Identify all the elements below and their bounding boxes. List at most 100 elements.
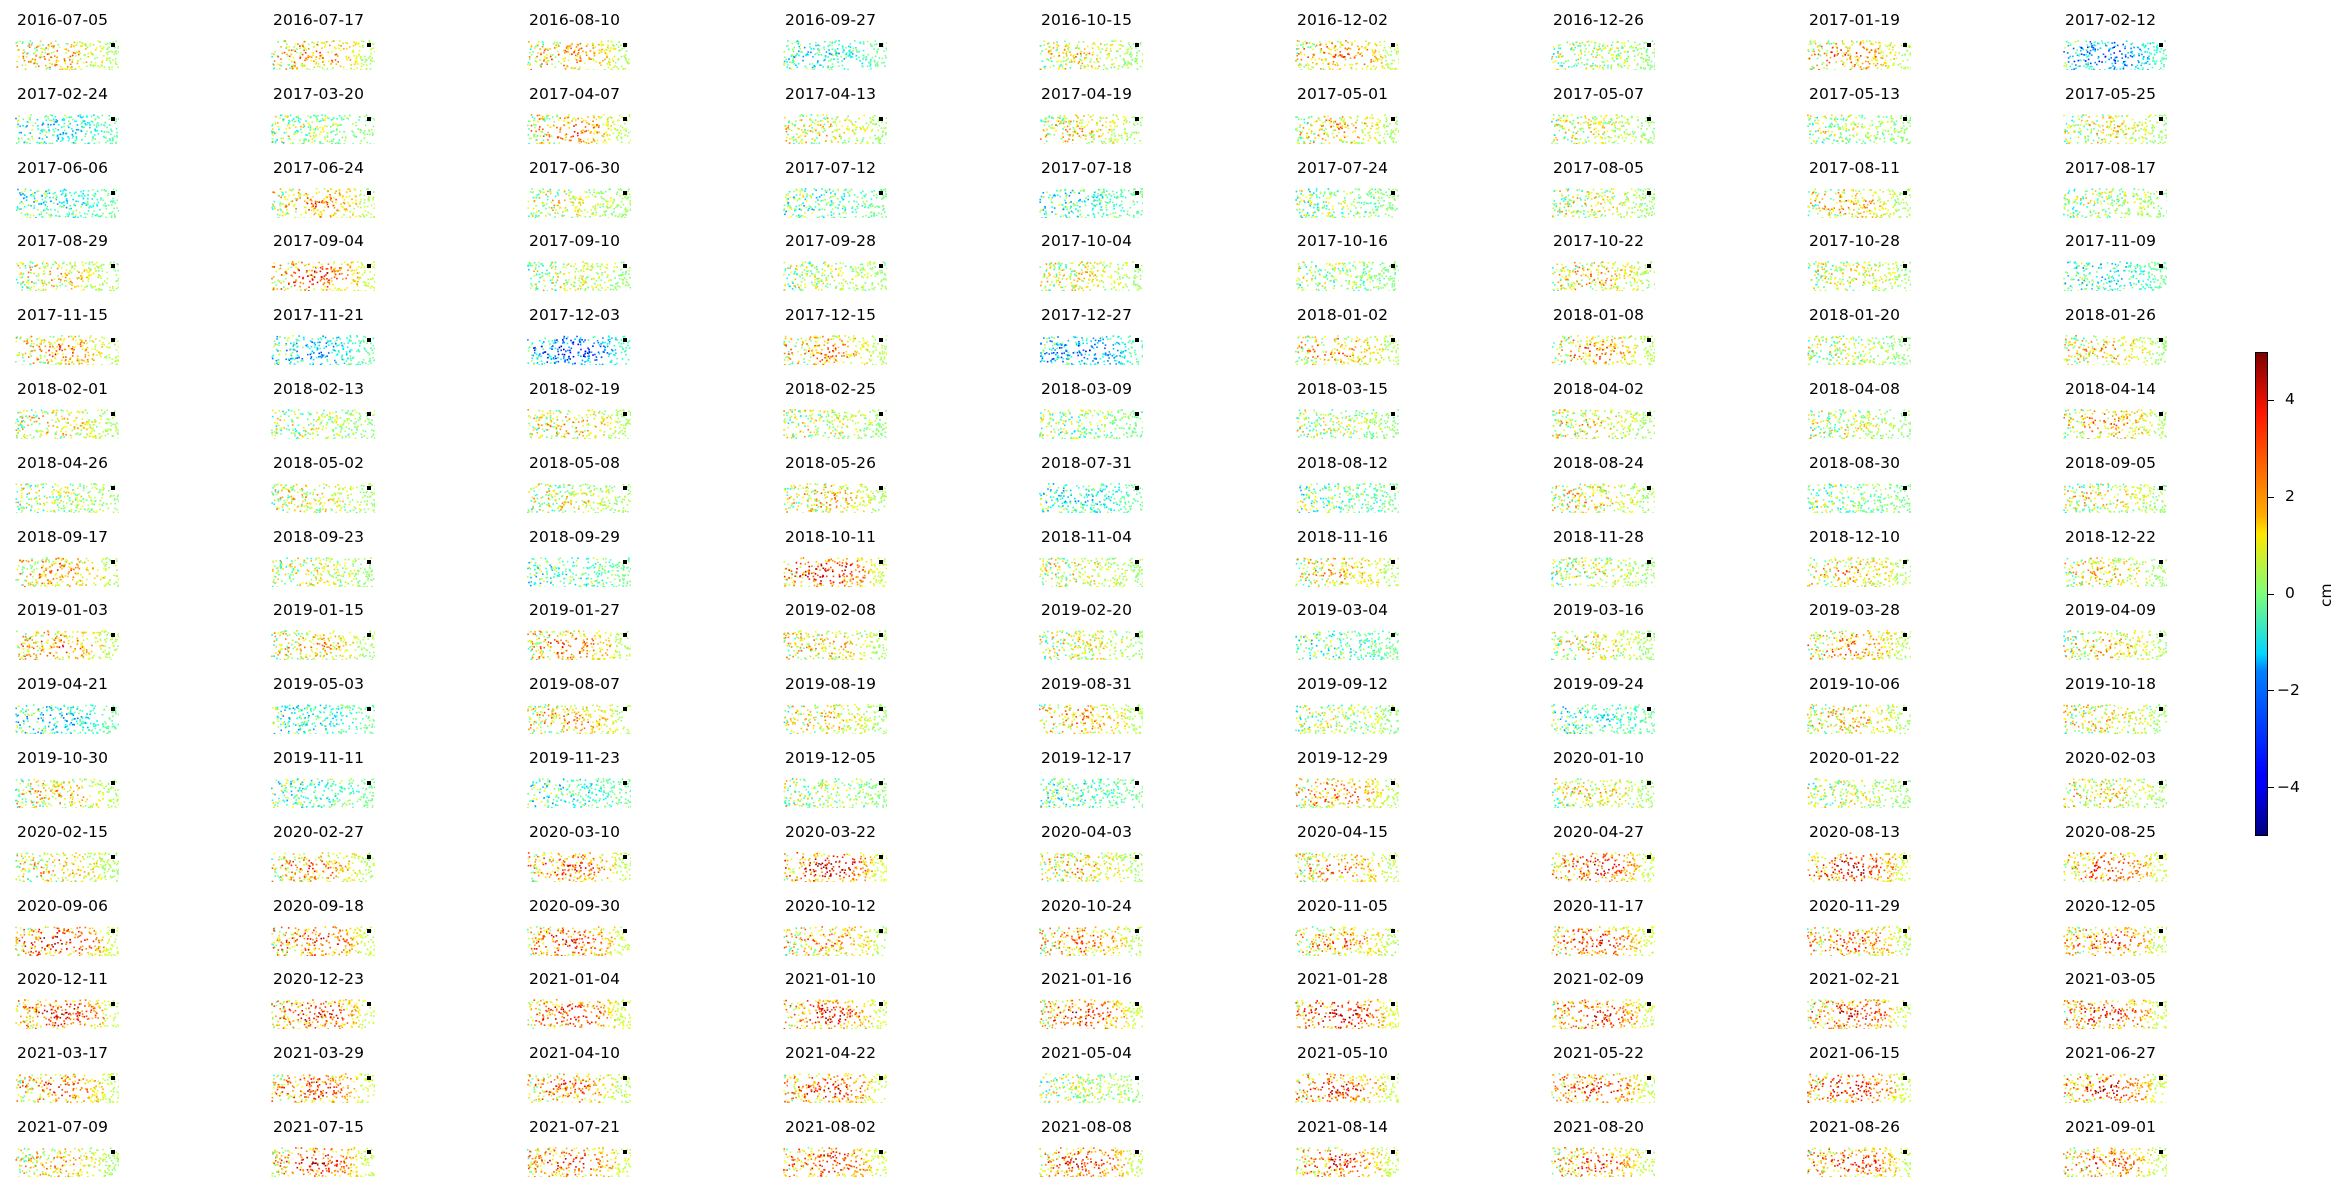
displacement-point bbox=[1302, 46, 1304, 48]
displacement-point bbox=[2113, 52, 2115, 54]
displacement-point bbox=[55, 214, 57, 217]
displacement-point bbox=[1129, 46, 1132, 48]
displacement-point bbox=[1602, 48, 1605, 50]
displacement-point bbox=[1339, 116, 1341, 119]
panel-title: 2016-08-10 bbox=[529, 11, 620, 29]
displacement-point bbox=[793, 63, 796, 65]
displacement-point bbox=[80, 205, 82, 208]
displacement-point bbox=[2134, 126, 2136, 129]
displacement-point bbox=[1832, 46, 1834, 49]
displacement-point bbox=[854, 124, 856, 126]
displacement-point bbox=[100, 123, 103, 126]
displacement-point bbox=[272, 123, 274, 125]
displacement-point bbox=[573, 130, 576, 133]
displacement-point bbox=[1069, 128, 1071, 130]
displacement-point bbox=[29, 142, 31, 144]
displacement-point bbox=[1323, 132, 1325, 135]
displacement-point bbox=[28, 116, 31, 119]
displacement-point bbox=[1133, 137, 1136, 140]
displacement-point bbox=[2121, 122, 2124, 125]
displacement-point bbox=[1836, 139, 1839, 142]
displacement-point bbox=[1140, 124, 1142, 126]
displacement-point bbox=[81, 116, 83, 119]
displacement-point bbox=[2109, 123, 2112, 126]
displacement-point bbox=[93, 114, 95, 116]
displacement-point bbox=[2085, 114, 2087, 116]
displacement-point bbox=[365, 114, 368, 116]
displacement-point bbox=[1296, 141, 1299, 144]
displacement-point bbox=[1395, 50, 1398, 53]
displacement-point bbox=[330, 63, 332, 66]
displacement-point bbox=[876, 52, 878, 54]
displacement-point bbox=[1595, 127, 1597, 129]
displacement-point bbox=[113, 212, 116, 215]
displacement-point bbox=[2113, 68, 2116, 70]
displacement-point bbox=[1817, 137, 1820, 139]
displacement-point bbox=[1615, 140, 1617, 142]
displacement-point bbox=[299, 55, 301, 57]
displacement-point bbox=[1077, 62, 1080, 65]
displacement-point bbox=[1072, 126, 1075, 129]
displacement-point bbox=[606, 134, 609, 137]
displacement-point bbox=[1313, 139, 1315, 142]
displacement-point bbox=[365, 68, 368, 70]
displacement-point bbox=[315, 115, 317, 117]
displacement-point bbox=[1342, 56, 1344, 58]
displacement-point bbox=[337, 123, 340, 126]
displacement-point bbox=[1136, 122, 1139, 125]
displacement-point bbox=[319, 140, 321, 143]
displacement-point bbox=[2125, 141, 2128, 144]
displacement-point bbox=[1627, 122, 1630, 125]
displacement-point bbox=[1881, 131, 1884, 134]
displacement-point bbox=[2144, 121, 2147, 124]
displacement-point bbox=[1375, 66, 1378, 69]
displacement-point bbox=[2094, 44, 2097, 47]
displacement-point bbox=[37, 124, 39, 127]
displacement-point bbox=[1105, 116, 1108, 119]
displacement-point bbox=[1357, 115, 1359, 117]
displacement-point bbox=[1105, 120, 1107, 123]
displacement-point bbox=[1344, 123, 1346, 125]
displacement-point bbox=[855, 128, 857, 131]
displacement-point bbox=[1135, 47, 1137, 49]
displacement-point bbox=[35, 46, 38, 49]
displacement-point bbox=[1328, 65, 1330, 68]
displacement-point bbox=[1623, 65, 1626, 67]
displacement-point bbox=[1811, 67, 1813, 70]
displacement-point bbox=[105, 141, 107, 144]
displacement-point bbox=[835, 52, 837, 54]
displacement-point bbox=[85, 61, 88, 63]
displacement-point bbox=[607, 66, 610, 69]
displacement-point bbox=[1105, 57, 1108, 60]
displacement-point bbox=[58, 46, 61, 49]
displacement-point bbox=[1314, 45, 1317, 48]
displacement-point bbox=[1812, 67, 1815, 69]
displacement-point bbox=[26, 52, 28, 55]
displacement-point bbox=[362, 46, 364, 48]
displacement-point bbox=[1390, 54, 1392, 56]
displacement-point bbox=[45, 47, 47, 49]
displacement-point bbox=[1831, 51, 1833, 54]
displacement-point bbox=[1623, 140, 1626, 142]
displacement-point bbox=[562, 58, 564, 60]
displacement-point bbox=[1849, 58, 1852, 61]
displacement-point bbox=[1619, 129, 1621, 131]
displacement-point bbox=[364, 124, 367, 126]
displacement-point bbox=[1882, 64, 1884, 67]
displacement-point bbox=[2125, 132, 2128, 135]
displacement-point bbox=[1653, 65, 1655, 68]
displacement-point bbox=[2142, 44, 2145, 47]
displacement-point bbox=[102, 199, 104, 201]
displacement-point bbox=[818, 51, 821, 54]
displacement-point bbox=[844, 141, 847, 143]
displacement-point bbox=[1117, 50, 1119, 52]
displacement-point bbox=[808, 125, 811, 127]
displacement-point bbox=[47, 117, 50, 120]
displacement-point bbox=[1122, 45, 1124, 47]
displacement-point bbox=[1648, 138, 1650, 141]
displacement-point bbox=[1395, 51, 1398, 54]
displacement-point bbox=[77, 53, 80, 56]
displacement-point bbox=[612, 132, 615, 134]
displacement-point bbox=[1865, 60, 1867, 63]
displacement-point bbox=[1319, 124, 1322, 126]
